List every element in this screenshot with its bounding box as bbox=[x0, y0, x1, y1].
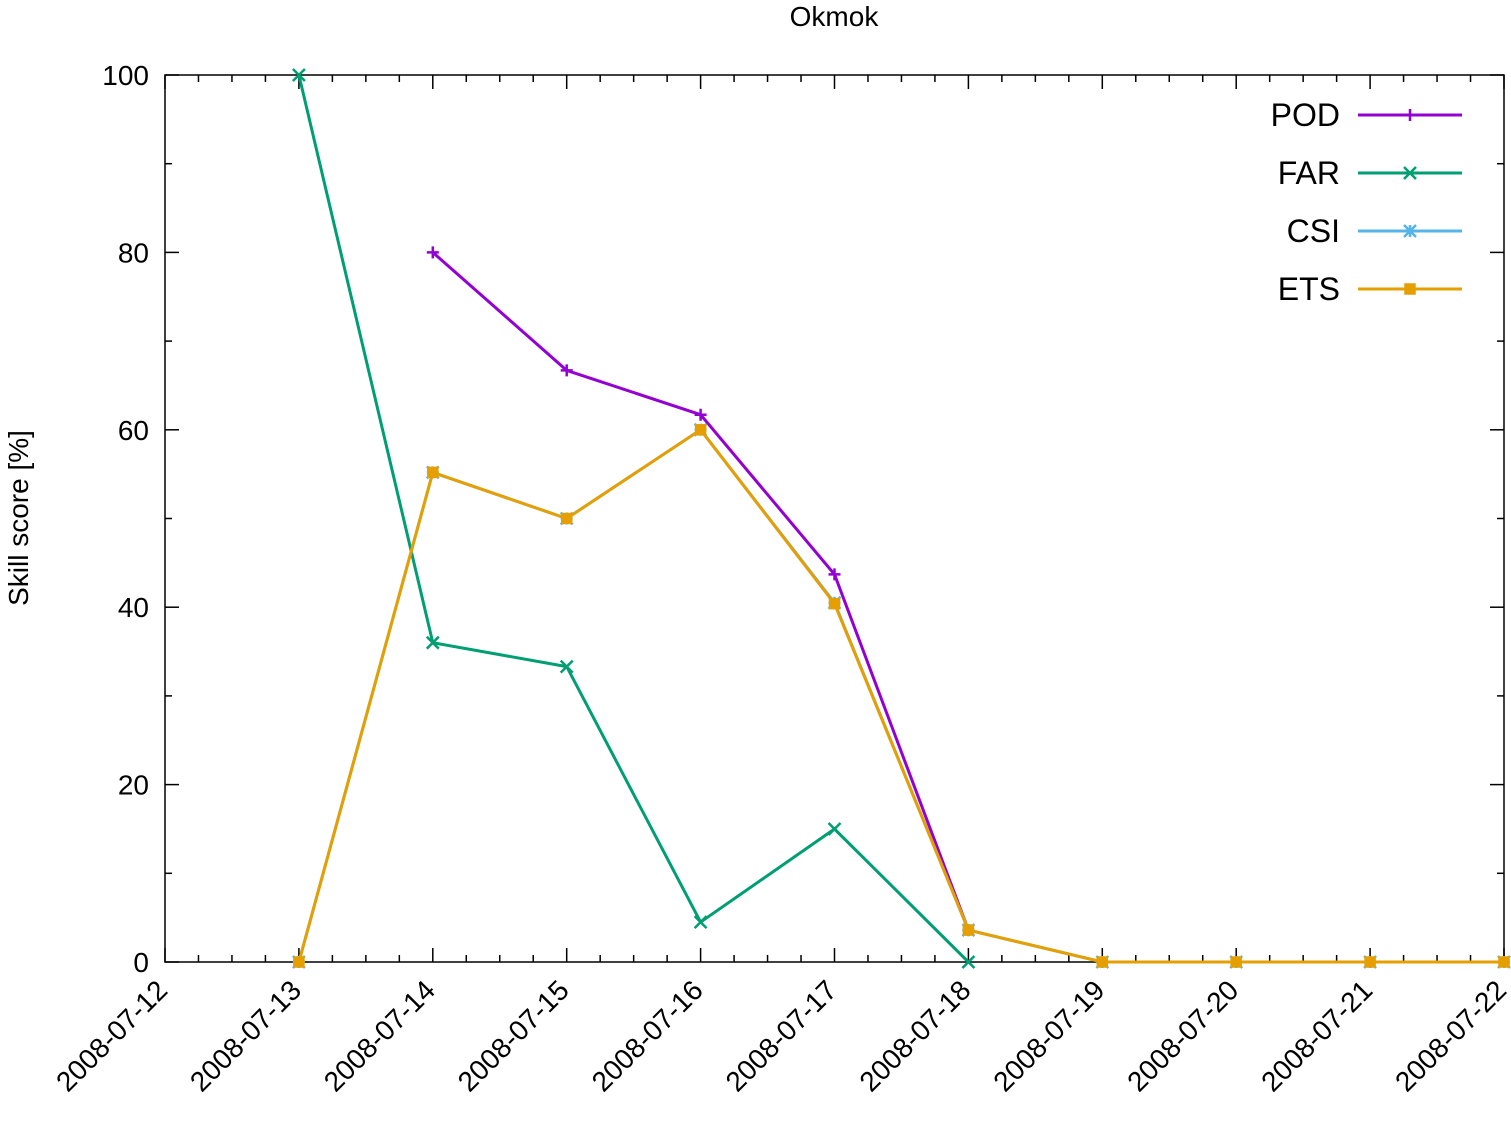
legend-entry-pod: POD bbox=[1271, 97, 1462, 133]
series-line-pod bbox=[431, 251, 970, 931]
data-point-ets bbox=[1498, 956, 1510, 968]
x-tick-label: 2008-07-19 bbox=[987, 974, 1110, 1097]
chart-title: Okmok bbox=[790, 1, 880, 32]
x-tick-label: 2008-07-12 bbox=[50, 974, 173, 1097]
legend-label: ETS bbox=[1278, 271, 1340, 307]
y-tick-label: 60 bbox=[118, 415, 149, 446]
data-point-ets bbox=[1364, 956, 1376, 968]
data-point-ets bbox=[1096, 956, 1109, 968]
data-point-ets bbox=[427, 466, 439, 479]
y-tick-label: 80 bbox=[118, 237, 149, 268]
legend-marker bbox=[1404, 283, 1416, 295]
legend-marker bbox=[1403, 166, 1417, 180]
data-point-far bbox=[961, 955, 976, 969]
legend-marker bbox=[1403, 224, 1417, 238]
data-point-pod bbox=[828, 568, 841, 581]
y-axis-label: Skill score [%] bbox=[3, 430, 34, 606]
legend-entry-far: FAR bbox=[1278, 155, 1462, 191]
x-tick-label: 2008-07-14 bbox=[318, 974, 441, 1097]
data-point-ets bbox=[560, 512, 573, 525]
data-point-far bbox=[827, 822, 842, 836]
y-tick-label: 100 bbox=[102, 60, 149, 91]
series-line-csi bbox=[297, 427, 1504, 964]
data-point-pod bbox=[560, 364, 573, 377]
series-pod bbox=[426, 246, 975, 937]
data-point-far bbox=[559, 659, 574, 674]
legend-marker bbox=[1404, 109, 1416, 121]
legend-label: CSI bbox=[1287, 213, 1340, 249]
data-point-ets bbox=[1230, 956, 1242, 968]
y-tick-label: 20 bbox=[118, 770, 149, 801]
series-ets bbox=[293, 424, 1510, 968]
legend-entry-ets: ETS bbox=[1278, 271, 1462, 307]
legend-label: FAR bbox=[1278, 155, 1340, 191]
series-csi bbox=[292, 422, 1511, 969]
x-tick-label: 2008-07-17 bbox=[720, 974, 843, 1097]
legend: POD FAR CSI ETS bbox=[1271, 97, 1462, 307]
x-tick-label: 2008-07-21 bbox=[1255, 974, 1378, 1097]
data-point-far bbox=[693, 915, 708, 929]
data-point-ets bbox=[962, 924, 975, 936]
x-tick-label: 2008-07-18 bbox=[853, 974, 976, 1097]
data-point-pod bbox=[694, 408, 707, 421]
legend-entry-csi: CSI bbox=[1287, 213, 1462, 249]
data-point-far bbox=[425, 635, 440, 650]
plot-area bbox=[292, 68, 1511, 969]
series-far bbox=[292, 68, 976, 969]
x-tick-label: 2008-07-20 bbox=[1121, 974, 1244, 1097]
x-tick-label: 2008-07-13 bbox=[184, 974, 307, 1097]
data-point-ets bbox=[694, 424, 707, 436]
series-line-far bbox=[297, 74, 970, 964]
data-point-pod bbox=[426, 246, 439, 259]
series-line-ets bbox=[297, 427, 1504, 964]
legend-label: POD bbox=[1271, 97, 1340, 133]
data-point-far bbox=[292, 68, 306, 82]
x-tick-label: 2008-07-16 bbox=[586, 974, 709, 1097]
x-tick-label: 2008-07-15 bbox=[452, 974, 575, 1097]
x-tick-label: 2008-07-22 bbox=[1389, 974, 1511, 1097]
data-point-ets bbox=[293, 956, 305, 968]
y-tick-label: 40 bbox=[118, 592, 149, 623]
data-point-ets bbox=[828, 597, 841, 610]
y-tick-label: 0 bbox=[133, 947, 149, 978]
